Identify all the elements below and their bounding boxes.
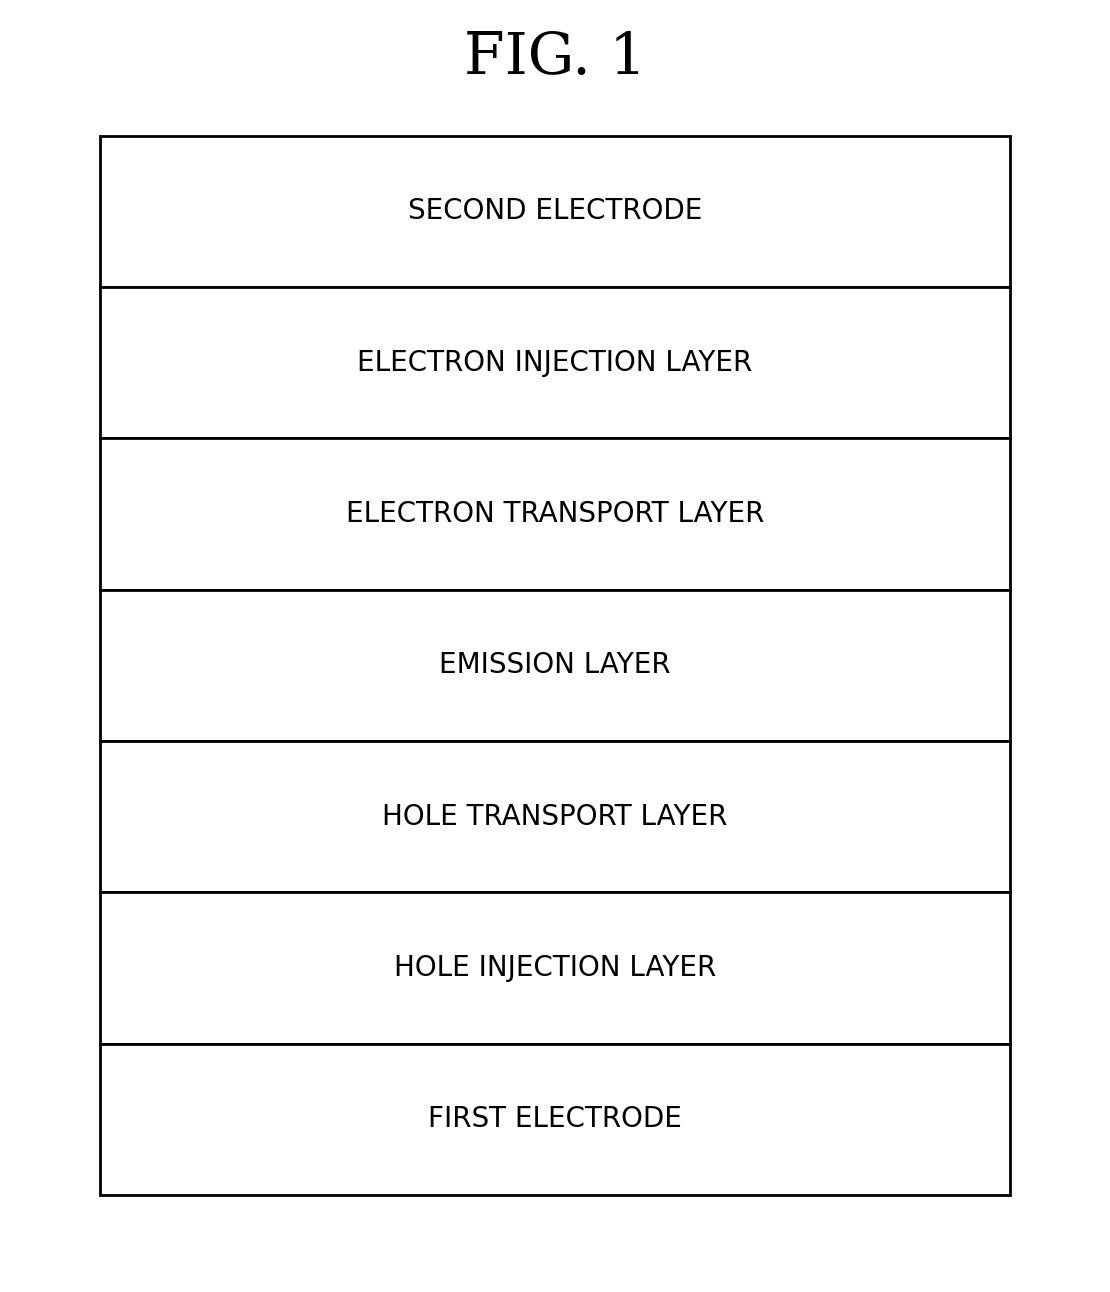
Text: HOLE INJECTION LAYER: HOLE INJECTION LAYER — [394, 953, 716, 982]
Text: HOLE TRANSPORT LAYER: HOLE TRANSPORT LAYER — [382, 802, 728, 831]
Text: ELECTRON TRANSPORT LAYER: ELECTRON TRANSPORT LAYER — [346, 500, 764, 528]
Text: FIRST ELECTRODE: FIRST ELECTRODE — [428, 1106, 682, 1133]
Text: SECOND ELECTRODE: SECOND ELECTRODE — [407, 198, 703, 225]
Text: ELECTRON INJECTION LAYER: ELECTRON INJECTION LAYER — [357, 349, 753, 377]
Text: EMISSION LAYER: EMISSION LAYER — [440, 651, 670, 680]
Text: FIG. 1: FIG. 1 — [464, 30, 646, 87]
